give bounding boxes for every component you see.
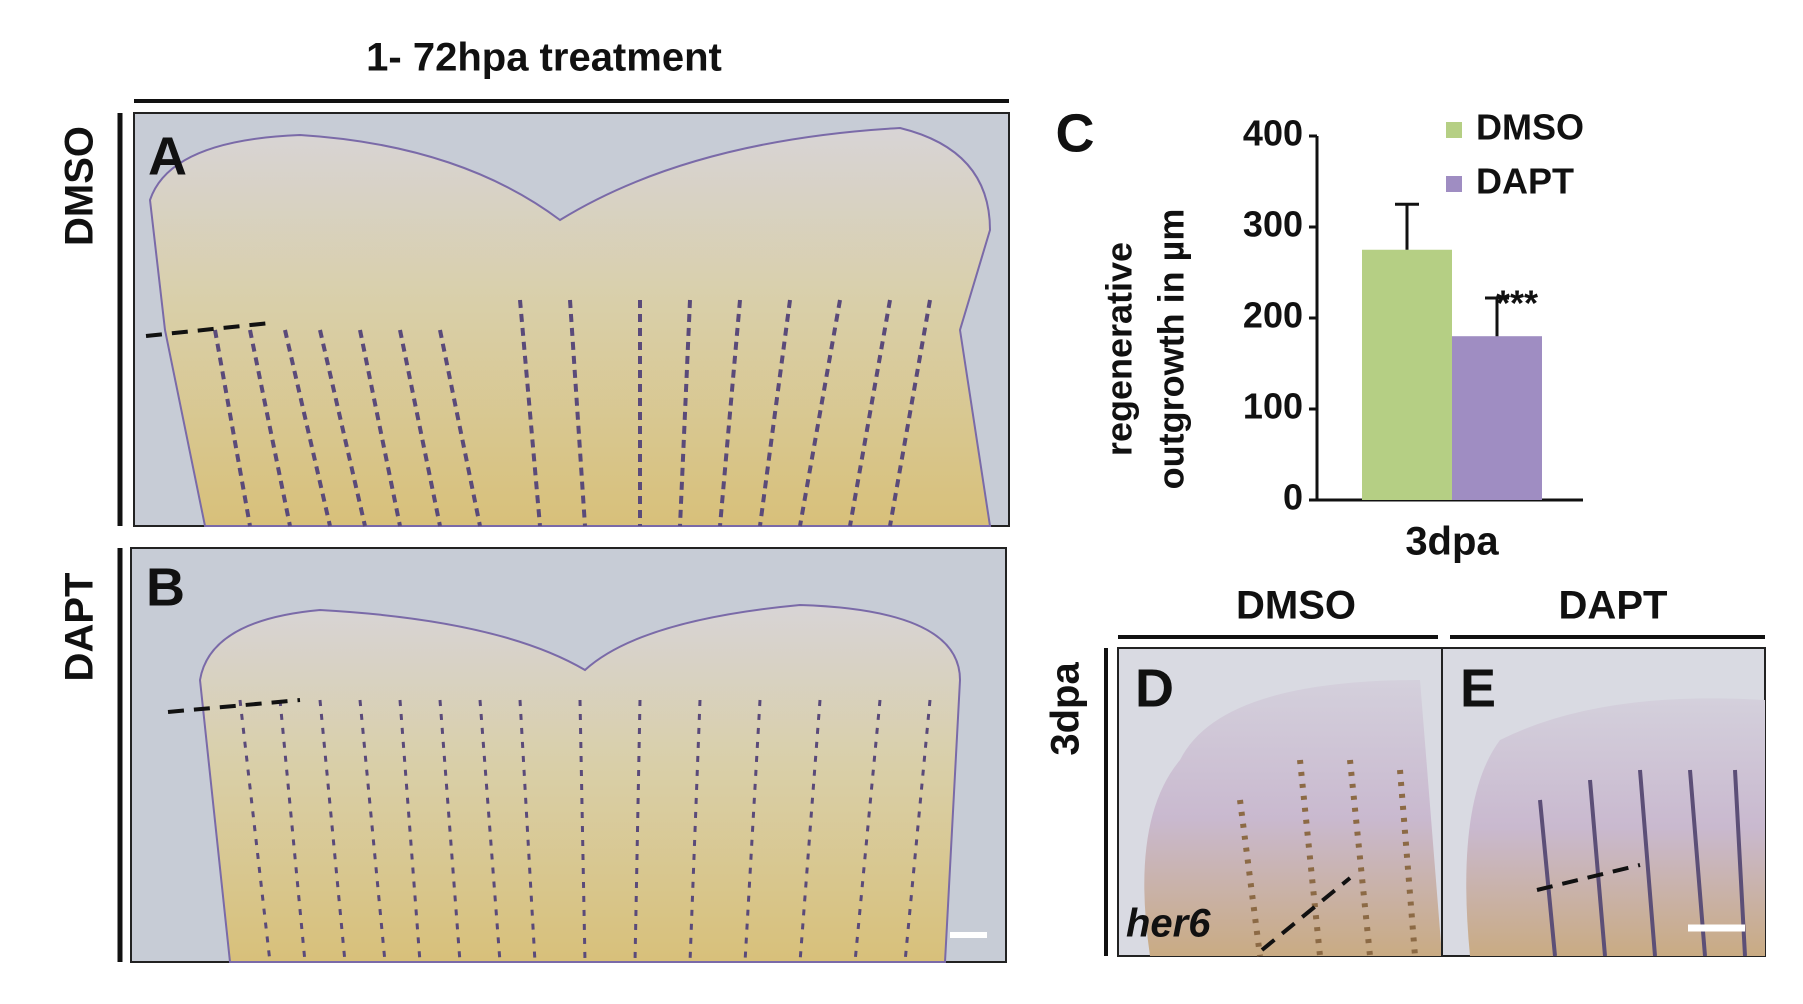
figure-title: 1- 72hpa treatment (366, 36, 722, 80)
y-tick-label: 0 (1283, 477, 1303, 518)
bar (1362, 249, 1452, 500)
y-tick-label: 400 (1243, 113, 1303, 154)
legend-label: DAPT (1476, 161, 1574, 202)
error-bar (1395, 202, 1419, 250)
row-label: DAPT (58, 573, 102, 682)
error-bar (1485, 296, 1509, 337)
y-tick-label: 300 (1243, 204, 1303, 245)
column-label: DAPT (1559, 584, 1668, 628)
y-axis-label: outgrowth in µm (1151, 209, 1192, 490)
panel-d-image (1117, 647, 1443, 957)
row-label: 3dpa (1044, 662, 1088, 756)
panel-label: A (148, 126, 187, 186)
legend-swatch (1446, 122, 1462, 138)
y-tick-label: 100 (1243, 386, 1303, 427)
significance: *** (1496, 282, 1538, 323)
column-label: DMSO (1236, 584, 1356, 628)
gene-label: her6 (1126, 902, 1211, 946)
panel-label: B (146, 557, 185, 617)
legend-label: DMSO (1476, 107, 1584, 148)
x-tick-label: 3dpa (1405, 520, 1499, 564)
panel-label: D (1135, 658, 1174, 718)
panel-label: C (1056, 103, 1095, 163)
panel-e-image (1441, 647, 1766, 957)
y-tick-label: 200 (1243, 295, 1303, 336)
panel-b-image (130, 547, 1007, 963)
panel-label: E (1460, 658, 1496, 718)
bar (1452, 336, 1542, 500)
bar-chart: 0 100 200 300 400 regenerative outgrowth in µm… (1099, 107, 1584, 564)
y-axis-label: regenerative (1099, 242, 1140, 456)
panel-a-image (133, 112, 1010, 527)
row-label: DMSO (58, 126, 102, 246)
legend-swatch (1446, 176, 1462, 192)
